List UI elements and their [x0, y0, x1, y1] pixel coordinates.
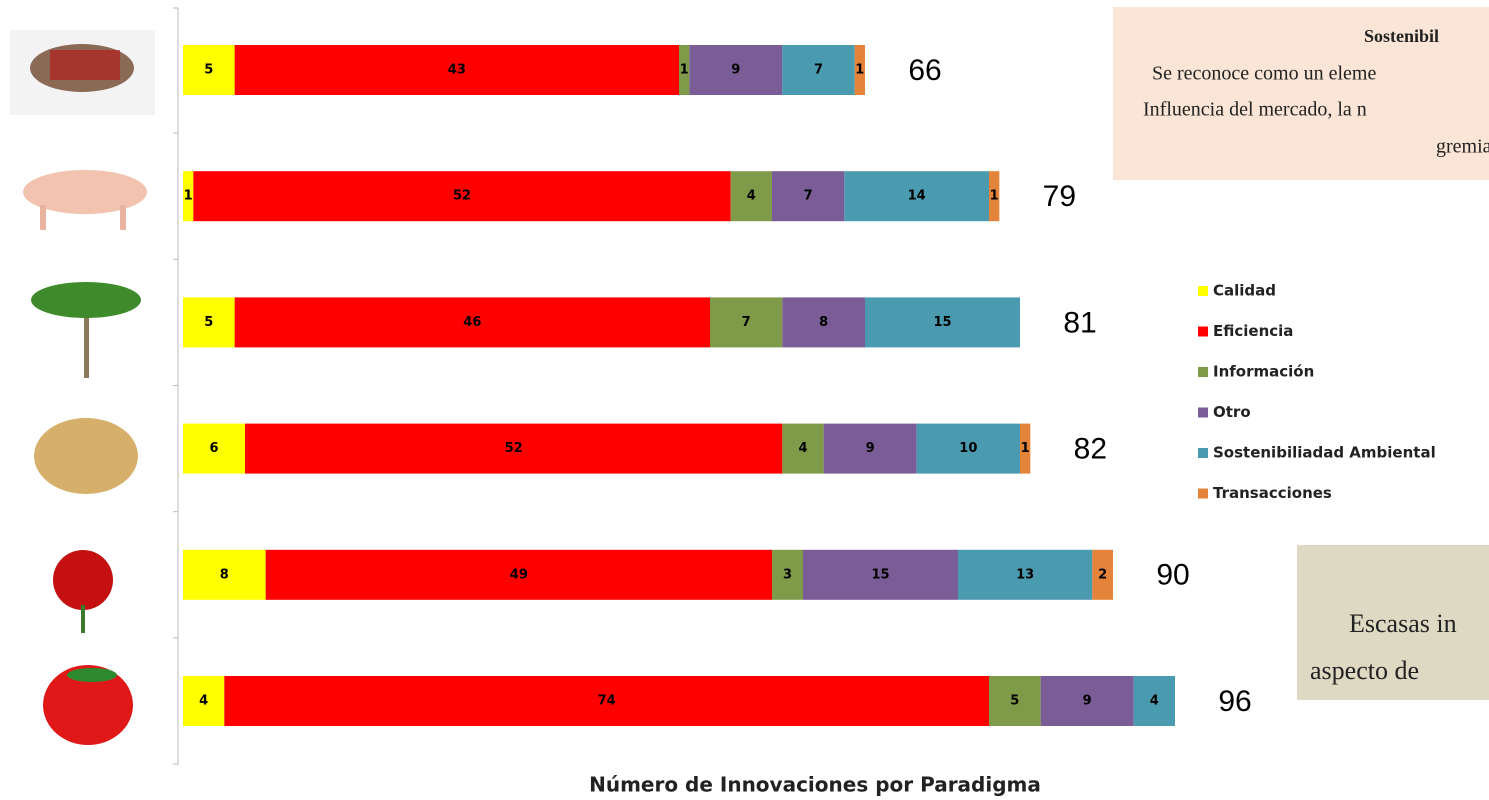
data-label: 4 — [1150, 694, 1159, 709]
data-label: 4 — [199, 694, 208, 709]
legend-swatch — [1198, 367, 1208, 377]
note-text: Se reconoce como un eleme — [1152, 63, 1376, 85]
data-label: 1 — [990, 189, 999, 204]
data-label: 7 — [804, 189, 813, 204]
data-label: 8 — [220, 567, 229, 582]
icons — [10, 30, 155, 745]
legend-label: Información — [1213, 363, 1314, 381]
data-label: 1 — [855, 63, 864, 78]
data-label: 13 — [1016, 567, 1034, 582]
total-label: 82 — [1074, 433, 1107, 466]
data-label: 2 — [1098, 567, 1107, 582]
legend-label: Calidad — [1213, 282, 1276, 300]
data-label: 14 — [908, 189, 926, 204]
note-text: gremia — [1436, 136, 1489, 158]
data-label: 46 — [463, 315, 481, 330]
legend-label: Transacciones — [1213, 484, 1332, 502]
legend-swatch — [1198, 327, 1208, 337]
data-label: 15 — [933, 315, 951, 330]
data-label: 15 — [871, 567, 889, 582]
total-label: 66 — [908, 54, 941, 87]
data-label: 43 — [448, 63, 466, 78]
data-label: 10 — [959, 441, 977, 456]
legend-label: Eficiencia — [1213, 322, 1293, 340]
data-label: 5 — [1010, 694, 1019, 709]
total-label: 96 — [1218, 685, 1251, 718]
data-label: 7 — [742, 315, 751, 330]
note-text: Escasas in — [1349, 609, 1457, 638]
note-text: Influencia del mercado, la n — [1143, 99, 1367, 121]
data-label: 9 — [731, 63, 740, 78]
data-label: 49 — [510, 567, 528, 582]
data-label: 74 — [598, 694, 616, 709]
data-label: 6 — [209, 441, 218, 456]
data-label: 9 — [866, 441, 875, 456]
data-label: 1 — [680, 63, 689, 78]
legend-swatch — [1198, 408, 1208, 418]
data-label: 5 — [204, 315, 213, 330]
legend-label: Otro — [1213, 403, 1251, 421]
legend-label: Sostenibiliadad Ambiental — [1213, 444, 1436, 462]
legend-swatch — [1198, 448, 1208, 458]
chart: Sostenibil Se reconoce como un eleme Inf… — [0, 0, 1489, 800]
total-label: 79 — [1043, 180, 1076, 213]
data-label: 52 — [453, 189, 471, 204]
data-label: 9 — [1083, 694, 1092, 709]
data-label: 5 — [204, 63, 213, 78]
data-label: 52 — [505, 441, 523, 456]
data-label: 4 — [798, 441, 807, 456]
data-label: 1 — [184, 189, 193, 204]
data-label: 3 — [783, 567, 792, 582]
data-label: 7 — [814, 63, 823, 78]
note-text: aspecto de — [1310, 656, 1419, 685]
legend-swatch — [1198, 489, 1208, 499]
note-text: Sostenibil — [1364, 26, 1439, 46]
legend-swatch — [1198, 286, 1208, 296]
data-label: 1 — [1021, 441, 1030, 456]
total-label: 81 — [1063, 306, 1096, 339]
data-label: 4 — [747, 189, 756, 204]
x-axis-title: Número de Innovaciones por Paradigma — [589, 773, 1041, 797]
data-label: 8 — [819, 315, 828, 330]
total-label: 90 — [1156, 559, 1189, 592]
